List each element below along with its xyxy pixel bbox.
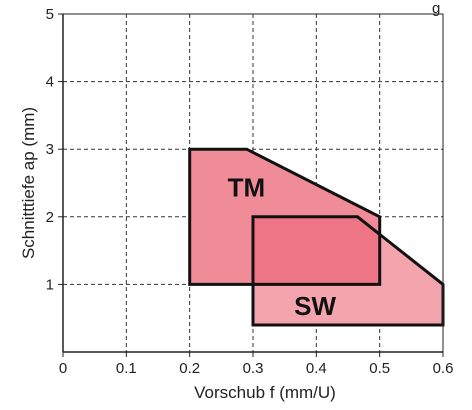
x-tick-label-2: 0.2 <box>179 360 200 377</box>
x-tick-label-4: 0.4 <box>306 360 327 377</box>
y-tick-label-3: 4 <box>46 74 54 91</box>
x-tick-label-3: 0.3 <box>243 360 264 377</box>
region-labels: TM SW <box>228 173 337 321</box>
y-tick-label-1: 2 <box>46 209 54 226</box>
region-tm-outline <box>188 147 382 286</box>
x-tick-label-6: 0.6 <box>433 360 454 377</box>
y-tick-label-0: 1 <box>46 276 54 293</box>
x-axis-label: Vorschub f (mm/U) <box>194 383 336 402</box>
x-tick-label-1: 0.1 <box>116 360 137 377</box>
region-overlap <box>253 216 380 285</box>
y-tick-label-4: 5 <box>46 6 54 23</box>
y-tick-label-2: 3 <box>46 141 54 158</box>
tick-labels: 0 0.1 0.2 0.3 0.4 0.5 0.6 1 2 3 4 5 <box>46 6 454 377</box>
x-tick-label-5: 0.5 <box>369 360 390 377</box>
y-axis-label: Schnitttiefe ap (mm) <box>19 107 38 259</box>
corner-text: g <box>432 0 440 17</box>
region-label-sw: SW <box>294 291 336 321</box>
region-label-tm: TM <box>228 173 266 203</box>
x-tick-label-0: 0 <box>59 360 67 377</box>
